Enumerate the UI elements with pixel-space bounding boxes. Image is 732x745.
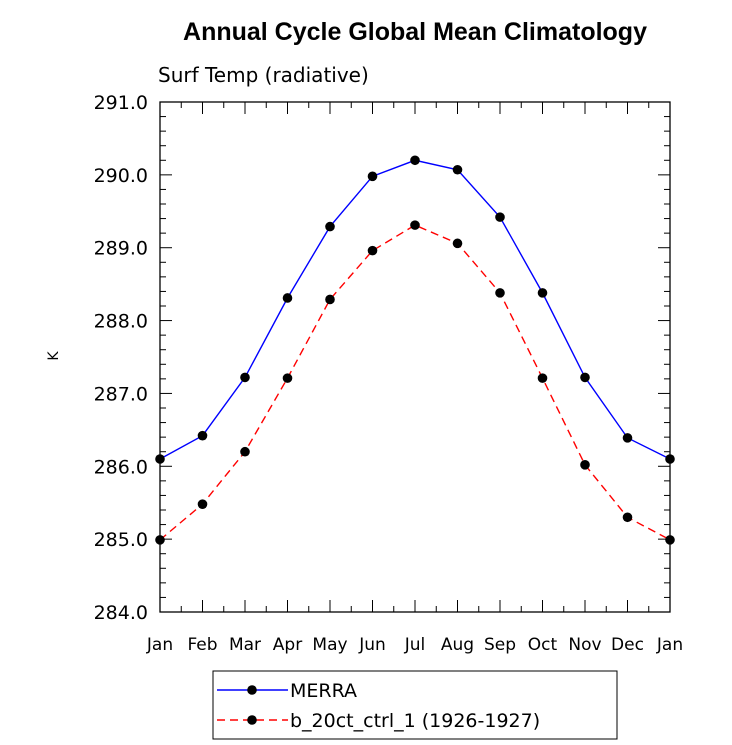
- plot-frame: [159, 101, 671, 613]
- data-point-0: [495, 212, 505, 222]
- data-point-1: [665, 535, 675, 545]
- x-tick-label: Jun: [358, 635, 386, 655]
- series-line-0: [159, 159, 671, 460]
- y-tick-label: 288.0: [94, 311, 148, 333]
- x-tick-label: Apr: [273, 635, 302, 655]
- data-point-0: [240, 372, 250, 383]
- y-tick-label: 285.0: [94, 529, 148, 551]
- legend-marker-0: [247, 685, 257, 695]
- x-tick-label: Oct: [528, 635, 558, 655]
- data-point-0: [665, 454, 675, 464]
- data-point-0: [580, 372, 590, 383]
- data-point-1: [240, 446, 250, 457]
- x-tick-label: Jan: [146, 635, 173, 655]
- data-point-0: [197, 430, 208, 441]
- data-point-0: [325, 221, 335, 232]
- x-tick-label: Feb: [187, 635, 217, 655]
- legend-label-1: b_20ct_ctrl_1 (1926-1927): [290, 710, 540, 732]
- y-tick-label: 291.0: [94, 92, 148, 114]
- data-point-1: [367, 245, 378, 256]
- x-tick-label: Nov: [568, 635, 601, 655]
- data-point-1: [155, 535, 165, 545]
- legend-marker-1: [247, 715, 257, 725]
- y-axis-label: K: [46, 351, 62, 361]
- y-tick-label: 290.0: [94, 165, 148, 187]
- data-point-1: [622, 512, 633, 523]
- data-point-0: [537, 288, 548, 298]
- x-tick-label: Dec: [611, 635, 644, 655]
- data-point-0: [622, 433, 633, 443]
- data-point-0: [282, 293, 293, 303]
- y-tick-label: 284.0: [94, 602, 148, 624]
- data-point-0: [155, 454, 165, 464]
- data-point-0: [367, 171, 378, 182]
- legend: MERRA b_20ct_ctrl_1 (1926-1927): [217, 680, 540, 732]
- axes: Jan Feb Mar Apr May Jun Jul Aug Sep Oct Nov Dec Jan 2…: [94, 92, 684, 655]
- legend-label-0: MERRA: [290, 680, 357, 702]
- x-tick-label: May: [312, 635, 347, 655]
- x-tick-label: Aug: [441, 635, 474, 655]
- data-point-0: [410, 155, 420, 166]
- legend-box: [212, 670, 618, 740]
- chart-title: Annual Cycle Global Mean Climatology: [183, 18, 647, 46]
- x-tick-label: Mar: [229, 635, 261, 655]
- x-tick-label: Jul: [404, 635, 426, 655]
- data-point-1: [580, 460, 590, 470]
- data-point-1: [410, 220, 420, 230]
- data-point-0: [452, 164, 463, 175]
- y-tick-label: 286.0: [94, 456, 148, 478]
- series-line-1: [159, 224, 671, 541]
- data-point-1: [197, 499, 208, 509]
- x-tick-label: Sep: [484, 635, 516, 655]
- data-point-1: [495, 288, 505, 298]
- data-point-1: [452, 238, 463, 249]
- data-point-1: [537, 373, 548, 383]
- series-layer: [155, 155, 675, 545]
- y-tick-label: 287.0: [94, 383, 148, 405]
- x-tick-label: Jan: [656, 635, 683, 655]
- chart-subtitle: Surf Temp (radiative): [158, 63, 369, 87]
- data-point-1: [325, 294, 335, 305]
- y-tick-label: 289.0: [94, 238, 148, 260]
- data-point-1: [282, 373, 293, 383]
